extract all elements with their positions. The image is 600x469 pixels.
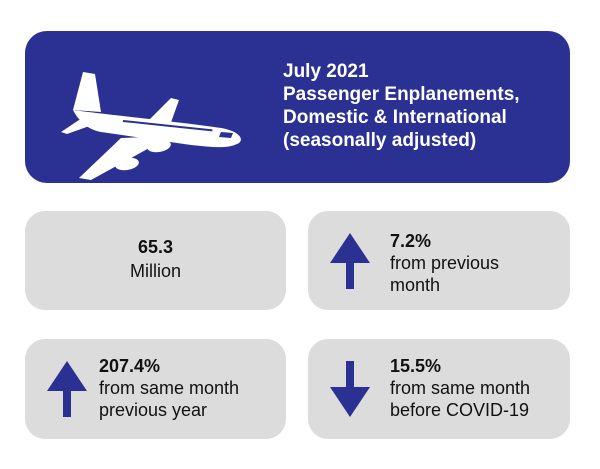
arrow-up-icon: [47, 361, 87, 417]
card-change-pre-covid: 15.5% from same month before COVID-19: [308, 339, 570, 439]
prev-year-line2: previous year: [99, 400, 208, 420]
header-line-note: (seasonally adjusted): [283, 130, 477, 151]
prev-year-line1: from same month: [99, 378, 240, 398]
pre-covid-line2: before COVID-19: [390, 400, 530, 420]
header-line-title: Passenger Enplanements,: [283, 84, 520, 105]
header-line-scope: Domestic & International: [283, 107, 507, 128]
arrow-down-icon: [330, 361, 370, 417]
total-unit: Million: [129, 261, 181, 281]
card-total-enplanements: 65.3 Million: [25, 211, 286, 310]
header-banner: July 2021 Passenger Enplanements, Domest…: [25, 31, 570, 183]
prev-month-value: 7.2%: [390, 231, 432, 251]
card-change-previous-year: 207.4% from same month previous year: [25, 339, 286, 439]
pre-covid-value: 15.5%: [390, 356, 442, 376]
arrow-up-icon: [330, 233, 370, 289]
total-value: 65.3: [137, 237, 174, 257]
prev-month-line2: month: [390, 275, 441, 295]
prev-year-value: 207.4%: [99, 356, 161, 376]
prev-month-line1: from previous: [390, 253, 500, 273]
airplane-icon: [61, 72, 241, 180]
card-change-previous-month: 7.2% from previous month: [308, 211, 570, 310]
header-title: July 2021 Passenger Enplanements, Domest…: [283, 60, 563, 152]
header-line-date: July 2021: [283, 61, 369, 82]
pre-covid-line1: from same month: [390, 378, 531, 398]
